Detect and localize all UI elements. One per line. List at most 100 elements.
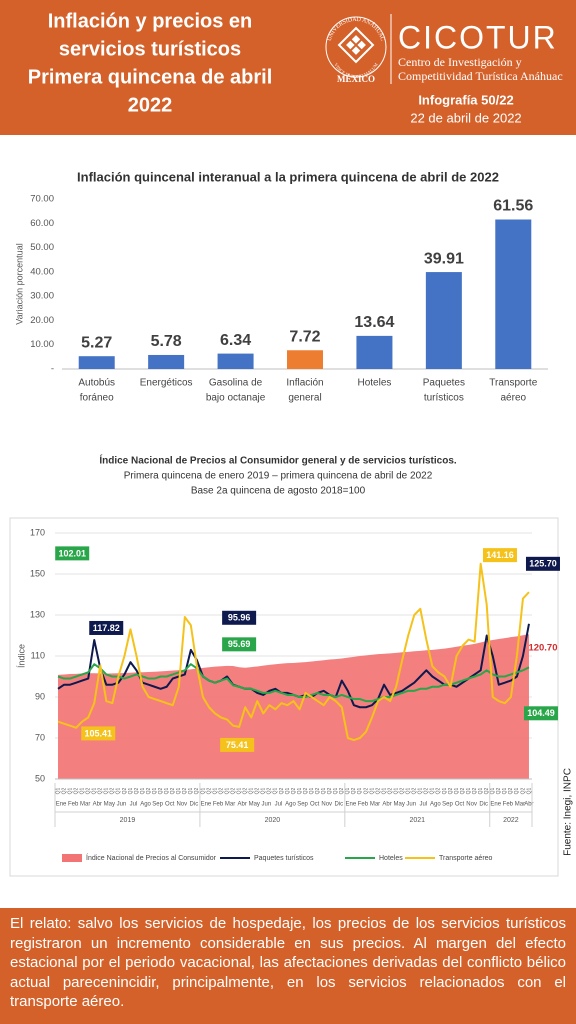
x-tick-label: Q1 [116, 787, 122, 794]
month-label: Oct [165, 802, 175, 808]
country: MÉXICO [337, 74, 375, 84]
x-tick-label: Q2 [303, 787, 309, 794]
y-tick-label: 40.00 [30, 266, 54, 277]
data-label: 7.72 [289, 328, 320, 345]
chart-frame [9, 517, 559, 877]
x-tick-label: Q1 [297, 787, 303, 794]
data-label: 95.96 [228, 613, 251, 623]
bar [287, 350, 323, 369]
month-label: Ene [201, 802, 212, 808]
month-label: Abr [238, 802, 247, 808]
x-tick-label: Q1 [345, 787, 351, 794]
data-label: 125.70 [529, 559, 557, 569]
chart-title: Índice Nacional de Precios al Consumidor… [99, 454, 457, 467]
y-tick-label: 90 [35, 691, 45, 701]
x-tick-label: Q2 [134, 787, 140, 794]
x-tick-label: Gasolina de [209, 378, 263, 389]
y-tick-label: 50.00 [30, 242, 54, 253]
x-tick-label: Q1 [333, 787, 339, 794]
canvas: Inflación y precios en servicios turísti… [0, 0, 576, 877]
y-tick-label: 70 [35, 732, 45, 742]
month-label: Nov [466, 802, 477, 808]
x-tick-label: Q1 [212, 787, 218, 794]
x-tick-label: Energéticos [140, 378, 193, 389]
month-label: Ene [56, 802, 67, 808]
source: Fuente: Inegi, INPC [563, 768, 574, 856]
x-tick-label: Q1 [369, 787, 375, 794]
x-tick-label: Q2 [327, 787, 333, 794]
brand-subtitle: Competitividad Turística Anáhuac [398, 69, 563, 83]
date: 22 de abril de 2022 [410, 110, 521, 125]
data-label: 120.70 [528, 643, 557, 654]
x-tick-label: Q1 [67, 787, 73, 794]
header-band [0, 0, 576, 135]
emblem-square [337, 26, 375, 64]
legend-label: Hoteles [379, 855, 403, 862]
y-tick-label: 70.00 [30, 194, 54, 205]
data-label-box [81, 726, 116, 741]
month-label: Jun [406, 802, 416, 808]
x-tick-label: Q2 [267, 787, 273, 794]
month-label: Oct [455, 802, 465, 808]
data-label: 141.16 [486, 550, 514, 560]
x-tick-label: Q1 [357, 787, 363, 794]
x-tick-label: Q2 [508, 787, 514, 794]
x-tick-label: Q2 [520, 787, 526, 794]
x-tick-label: Q2 [218, 787, 224, 794]
x-tick-label: Q2 [158, 787, 164, 794]
month-label: May [249, 802, 260, 808]
emblem-ring [325, 16, 387, 78]
data-label-box [482, 548, 517, 563]
x-tick-label: Q2 [255, 787, 261, 794]
x-tick-label: Q1 [236, 787, 242, 794]
month-label: Feb [503, 802, 514, 808]
x-tick-label: Q2 [460, 787, 466, 794]
x-tick-label: Q1 [79, 787, 85, 794]
x-tick-label: Q2 [86, 787, 92, 794]
data-label-box [523, 706, 558, 721]
emblem-cell [351, 35, 361, 44]
x-tick-label: Q2 [61, 787, 67, 794]
x-tick-label: Inflación [286, 378, 323, 389]
month-label: Abr [93, 802, 102, 808]
x-tick-label: Q1 [502, 787, 508, 794]
emblem-cell [351, 46, 361, 55]
data-label: 117.82 [93, 623, 120, 633]
month-label: Feb [68, 802, 79, 808]
chart-subtitle: Base 2a quincena de agosto 2018=100 [191, 486, 366, 497]
x-tick-label: Q1 [200, 787, 206, 794]
x-tick-label: Q1 [164, 787, 170, 794]
month-label: Ago [140, 802, 151, 808]
month-label: Sep [152, 802, 163, 808]
month-label: Mar [515, 802, 525, 808]
y-tick-label: - [51, 364, 54, 375]
bar [217, 353, 254, 369]
x-tick-label: Q1 [442, 787, 448, 794]
month-label: Mar [370, 802, 380, 808]
x-tick-label: Hoteles [357, 378, 391, 389]
x-tick-label: Q1 [104, 787, 110, 794]
x-tick-label: turísticos [424, 393, 464, 404]
brand-subtitle: Centro de Investigación y [398, 55, 522, 69]
x-tick-label: Q1 [249, 787, 255, 794]
x-tick-label: Q1 [393, 787, 399, 794]
x-tick-label: Q2 [363, 787, 369, 794]
x-tick-label: Paquetes [423, 378, 465, 389]
x-tick-label: Q1 [273, 787, 279, 794]
x-tick-label: aéreo [500, 393, 526, 404]
bar [148, 354, 185, 369]
x-tick-label: Q2 [339, 787, 345, 794]
x-tick-label: Q1 [418, 787, 424, 794]
month-label: Sep [297, 802, 308, 808]
month-label: Feb [358, 802, 369, 808]
x-tick-label: Q2 [412, 787, 418, 794]
month-label: Abr [524, 802, 533, 808]
x-tick-label: Q1 [381, 787, 387, 794]
brand: CICOTUR [398, 19, 558, 55]
x-tick-label: Q1 [514, 787, 520, 794]
x-tick-label: Q2 [243, 787, 249, 794]
x-tick-label: Q1 [406, 787, 412, 794]
y-axis-label: Índice [16, 644, 26, 668]
title-line: Inflación y precios en [48, 10, 253, 32]
